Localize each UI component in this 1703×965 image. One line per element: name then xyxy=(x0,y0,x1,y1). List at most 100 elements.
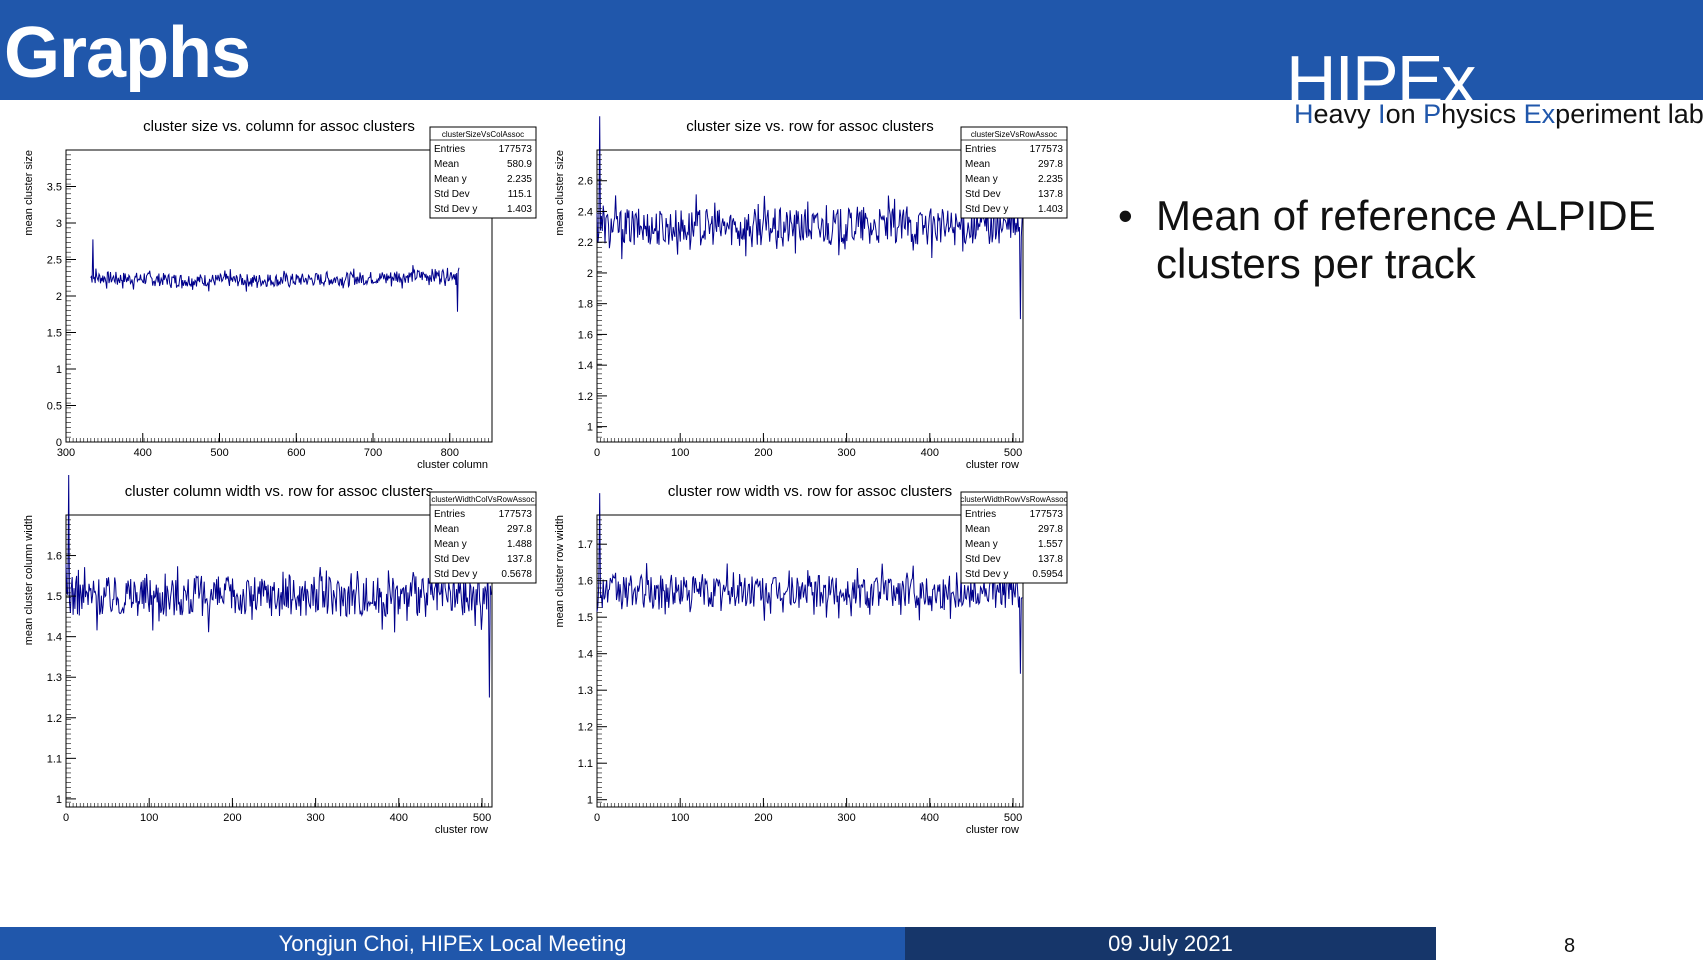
y-axis-label: mean cluster size xyxy=(554,150,566,236)
chart-svg: cluster row width vs. row for assoc clus… xyxy=(554,483,1068,836)
footer-author: Yongjun Choi, HIPEx Local Meeting xyxy=(0,927,905,960)
stats-value: 137.8 xyxy=(507,554,532,565)
bullet-dot-icon: • xyxy=(1118,192,1133,239)
y-tick-label: 1 xyxy=(56,364,62,376)
stats-name: clusterWidthColVsRowAssoc xyxy=(431,495,534,504)
y-tick-label: 1.7 xyxy=(578,539,593,551)
stats-value: 177573 xyxy=(1030,509,1064,520)
x-tick-label: 100 xyxy=(671,812,689,824)
y-tick-label: 1.4 xyxy=(578,649,593,661)
y-tick-label: 1.1 xyxy=(47,753,62,765)
chart-title: cluster column width vs. row for assoc c… xyxy=(125,483,433,500)
stats-key: Mean y xyxy=(965,539,998,550)
x-axis-label: cluster column xyxy=(417,459,488,471)
stats-box xyxy=(960,491,1068,584)
stats-name: clusterWidthRowVsRowAssoc xyxy=(960,495,1067,504)
y-tick-label: 1.6 xyxy=(578,329,593,341)
stats-value: 297.8 xyxy=(1038,159,1063,170)
y-tick-label: 2.2 xyxy=(578,237,593,249)
stats-value: 1.403 xyxy=(1038,204,1063,215)
stats-key: Entries xyxy=(434,144,465,155)
stats-name: clusterSizeVsRowAssoc xyxy=(971,130,1057,139)
x-tick-label: 500 xyxy=(210,447,228,459)
y-tick-label: 1.8 xyxy=(578,299,593,311)
x-tick-label: 400 xyxy=(921,447,939,459)
chart-svg: cluster size vs. column for assoc cluste… xyxy=(23,118,537,471)
stats-value: 177573 xyxy=(1030,144,1064,155)
stats-key: Std Dev y xyxy=(434,204,477,215)
stats-value: 2.235 xyxy=(507,174,532,185)
stats-key: Mean xyxy=(434,524,459,535)
stats-key: Std Dev xyxy=(434,189,470,200)
stats-box xyxy=(429,126,537,219)
hipex-logo: HIPEx xyxy=(1286,41,1476,119)
chart-title: cluster size vs. column for assoc cluste… xyxy=(143,118,415,135)
y-tick-label: 2.5 xyxy=(47,255,62,267)
stats-value: 177573 xyxy=(499,144,533,155)
stats-value: 1.403 xyxy=(507,204,532,215)
plot-row-width-vs-row: cluster row width vs. row for assoc clus… xyxy=(551,475,1091,839)
stats-box xyxy=(960,126,1068,219)
x-tick-label: 300 xyxy=(837,447,855,459)
chart-title: cluster size vs. row for assoc clusters xyxy=(686,118,934,135)
plot-frame xyxy=(65,149,493,443)
y-tick-label: 1 xyxy=(587,795,593,807)
y-tick-label: 1.5 xyxy=(47,328,62,340)
x-tick-label: 200 xyxy=(754,447,772,459)
plot-frame xyxy=(596,149,1024,443)
lab-name: Heavy Ion Physics Experiment lab xyxy=(1294,99,1703,129)
stats-key: Std Dev xyxy=(965,554,1001,565)
stats-value: 137.8 xyxy=(1038,189,1063,200)
x-tick-label: 700 xyxy=(364,447,382,459)
stats-key: Std Dev xyxy=(434,554,470,565)
slide-title: Graphs xyxy=(4,13,251,93)
y-tick-label: 1 xyxy=(56,794,62,806)
series-line xyxy=(596,116,1023,320)
stats-key: Std Dev y xyxy=(965,569,1008,580)
x-tick-label: 0 xyxy=(594,447,600,459)
y-axis-label: mean cluster size xyxy=(23,150,35,236)
plot-frame xyxy=(65,514,493,808)
y-tick-label: 1.1 xyxy=(578,758,593,770)
x-tick-label: 300 xyxy=(837,812,855,824)
stats-value: 177573 xyxy=(499,509,533,520)
stats-value: 2.235 xyxy=(1038,174,1063,185)
plot-cluster-size-vs-row: cluster size vs. row for assoc clusters 0… xyxy=(551,110,1091,474)
x-tick-label: 0 xyxy=(63,812,69,824)
stats-key: Mean y xyxy=(434,174,467,185)
stats-key: Entries xyxy=(434,509,465,520)
stats-value: 580.9 xyxy=(507,159,532,170)
bullet-text: Mean of reference ALPIDE clusters per tr… xyxy=(1156,192,1656,287)
y-tick-label: 1.3 xyxy=(578,685,593,697)
y-tick-label: 1.2 xyxy=(47,713,62,725)
chart-title: cluster row width vs. row for assoc clus… xyxy=(668,483,952,500)
chart-svg: cluster size vs. row for assoc clusters 0… xyxy=(554,116,1068,471)
plot-cluster-size-vs-column: cluster size vs. column for assoc cluste… xyxy=(20,110,560,474)
y-tick-label: 3.5 xyxy=(47,182,62,194)
stats-key: Mean xyxy=(434,159,459,170)
x-tick-label: 200 xyxy=(223,812,241,824)
stats-value: 297.8 xyxy=(507,524,532,535)
y-tick-label: 1.5 xyxy=(578,612,593,624)
header-bar: Graphs HIPEx xyxy=(0,0,1703,116)
footer-date: 09 July 2021 xyxy=(905,927,1436,960)
series-line xyxy=(65,475,492,698)
stats-value: 1.557 xyxy=(1038,539,1063,550)
stats-key: Std Dev xyxy=(965,189,1001,200)
y-axis-label: mean cluster row width xyxy=(554,515,566,628)
y-tick-label: 1.2 xyxy=(578,722,593,734)
x-tick-label: 100 xyxy=(671,447,689,459)
x-tick-label: 100 xyxy=(140,812,158,824)
x-axis-label: cluster row xyxy=(435,824,488,836)
stats-key: Entries xyxy=(965,509,996,520)
series-line xyxy=(90,239,460,312)
x-axis-label: cluster row xyxy=(966,459,1019,471)
x-tick-label: 500 xyxy=(473,812,491,824)
series-line xyxy=(596,493,1023,674)
stats-value: 0.5678 xyxy=(501,569,532,580)
y-axis-label: mean cluster column width xyxy=(23,515,35,645)
chart-svg: cluster column width vs. row for assoc c… xyxy=(23,475,537,836)
y-tick-label: 1.6 xyxy=(578,576,593,588)
stats-key: Std Dev y xyxy=(965,204,1008,215)
x-axis-label: cluster row xyxy=(966,824,1019,836)
